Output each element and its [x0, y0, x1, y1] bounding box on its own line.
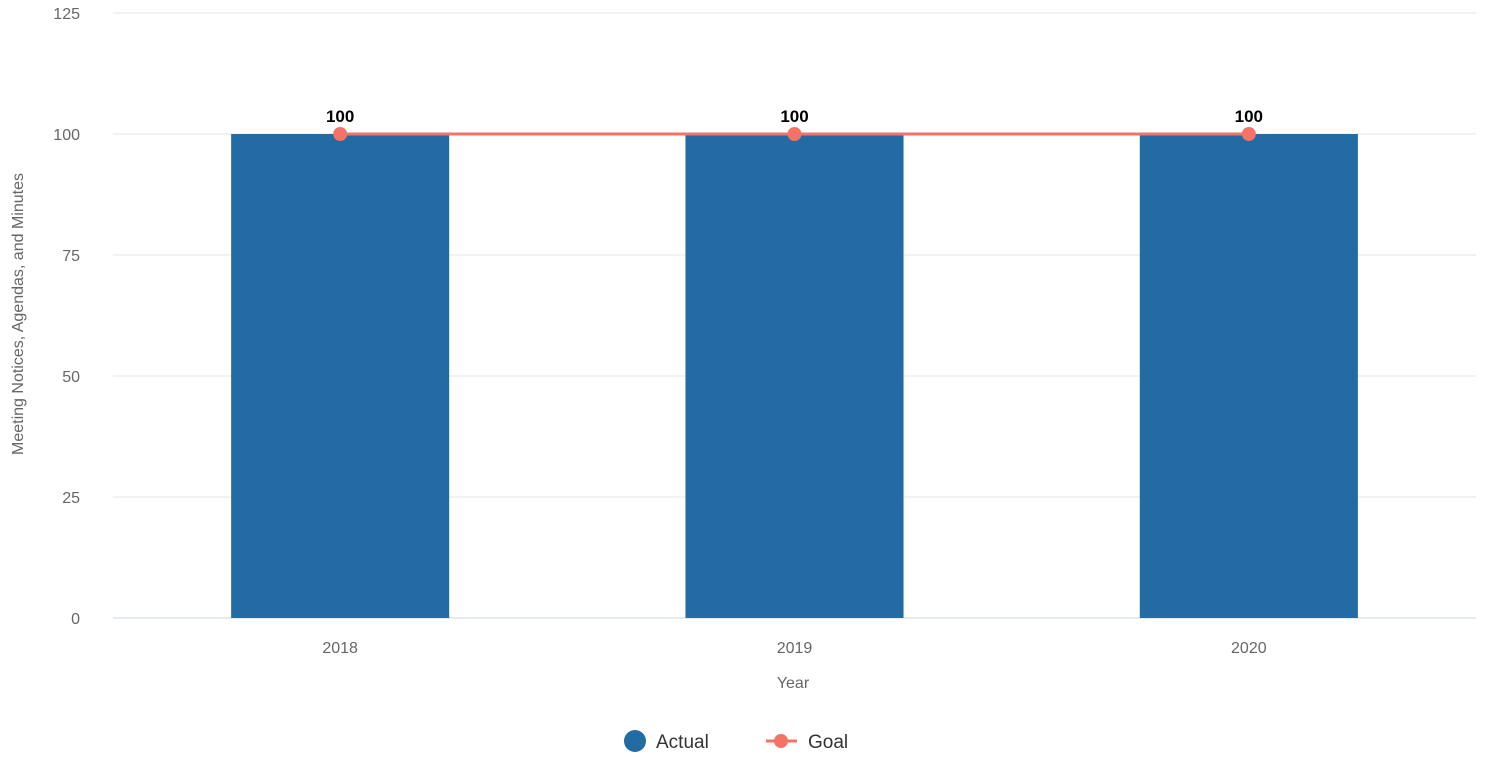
y-tick-label: 125 [53, 6, 80, 23]
bar-actual[interactable] [685, 134, 904, 618]
y-axis-ticks: 0 25 50 75 100 125 [53, 6, 80, 628]
goal-data-label: 100 [780, 107, 808, 126]
y-tick-label: 0 [71, 611, 80, 628]
bar-actual[interactable] [1139, 134, 1358, 618]
goal-point[interactable] [787, 127, 802, 141]
y-tick-label: 75 [62, 248, 80, 265]
actual-bars [231, 134, 1358, 618]
legend-goal-marker [774, 734, 788, 748]
y-tick-label: 25 [62, 490, 80, 507]
x-axis-title: Year [777, 675, 810, 692]
goal-data-label: 100 [326, 107, 354, 126]
bar-actual[interactable] [231, 134, 450, 618]
legend-actual-marker [624, 730, 646, 752]
legend-item-goal[interactable]: Goal [766, 732, 848, 753]
goal-data-label: 100 [1235, 107, 1263, 126]
goal-point[interactable] [1241, 127, 1256, 141]
x-tick-label: 2018 [322, 640, 358, 657]
data-labels: 100 100 100 [324, 106, 1264, 128]
goal-line-series [333, 127, 1256, 141]
legend: Actual Goal [624, 730, 848, 753]
x-tick-label: 2020 [1231, 640, 1267, 657]
legend-actual-label: Actual [656, 732, 709, 753]
x-axis-ticks: 2018 2019 2020 [322, 640, 1266, 657]
y-tick-label: 100 [53, 127, 80, 144]
y-tick-label: 50 [62, 369, 80, 386]
y-axis-title: Meeting Notices, Agendas, and Minutes [10, 173, 27, 455]
goal-point[interactable] [333, 127, 348, 141]
legend-item-actual[interactable]: Actual [624, 730, 709, 753]
legend-goal-label: Goal [808, 732, 848, 753]
x-tick-label: 2019 [777, 640, 813, 657]
